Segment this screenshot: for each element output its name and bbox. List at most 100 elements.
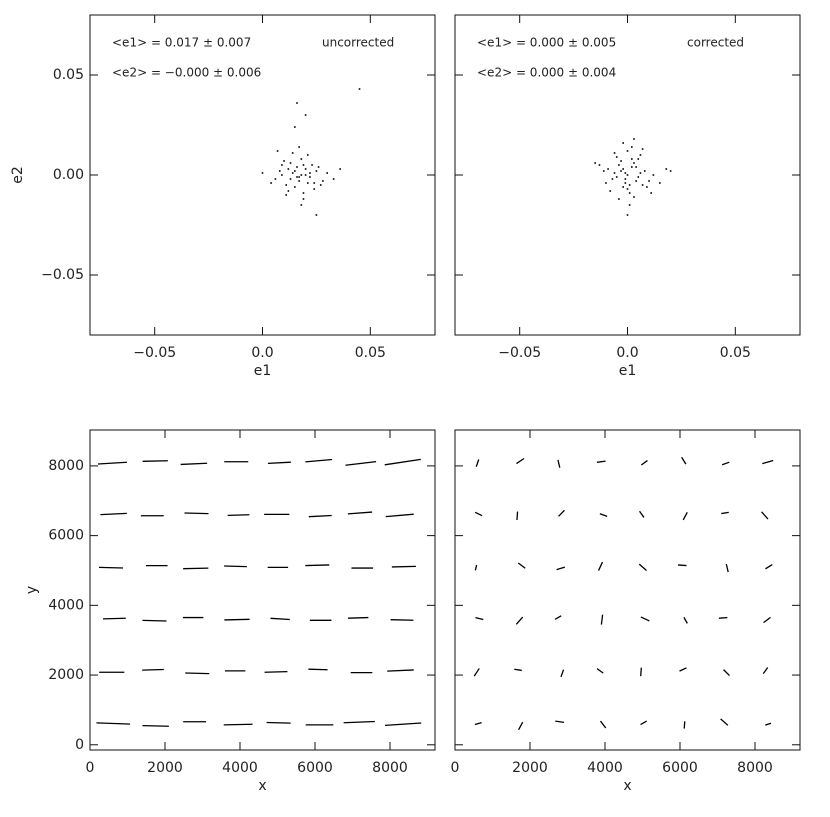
point	[633, 138, 635, 140]
whisker	[677, 564, 687, 567]
whisker	[518, 721, 524, 731]
point	[626, 150, 629, 152]
point	[326, 172, 328, 174]
point	[285, 194, 288, 196]
whisker	[640, 720, 647, 726]
point	[635, 166, 637, 168]
point	[300, 158, 303, 160]
whisker	[720, 718, 729, 726]
whisker	[475, 459, 480, 467]
x-tick-label: 6000	[297, 760, 333, 776]
whisker	[723, 669, 730, 677]
whisker	[270, 617, 290, 621]
x-axis-label: e1	[619, 363, 637, 379]
whisker	[765, 563, 773, 570]
whisker	[385, 513, 414, 518]
point	[283, 160, 285, 162]
whisker	[184, 512, 209, 515]
whisker	[682, 511, 688, 521]
whisker	[515, 616, 524, 625]
plot-frame	[89, 429, 436, 751]
point	[624, 178, 627, 180]
point	[646, 186, 648, 188]
whisker	[558, 509, 565, 517]
x-tick-label: 2000	[147, 760, 183, 776]
point	[637, 176, 640, 178]
whisker	[180, 462, 208, 466]
point	[313, 188, 316, 190]
y-tick-label: −0.05	[41, 267, 84, 283]
point	[306, 154, 309, 156]
point	[306, 182, 309, 184]
whisker	[264, 670, 288, 673]
whisker	[640, 667, 642, 677]
point	[319, 184, 322, 186]
whisker	[718, 616, 728, 619]
y-tick-label: 6000	[48, 528, 84, 544]
point	[622, 142, 624, 144]
whisker	[227, 514, 250, 517]
point	[602, 170, 605, 172]
whisker	[474, 564, 478, 571]
point	[315, 214, 318, 216]
annotation: <e2> = −0.000 ± 0.006	[112, 66, 261, 80]
whisker	[185, 672, 210, 675]
x-tick-label: −0.05	[133, 345, 176, 361]
point	[650, 192, 653, 194]
x-tick-label: 8000	[737, 760, 773, 776]
point	[607, 168, 609, 170]
whisker	[599, 513, 608, 517]
point	[615, 176, 618, 178]
point	[309, 176, 311, 178]
whisker	[96, 722, 131, 725]
point	[620, 170, 622, 172]
point	[628, 204, 631, 206]
point	[276, 150, 279, 152]
whisker	[517, 562, 526, 569]
whisker	[639, 510, 645, 518]
annotation: corrected	[687, 36, 744, 50]
point	[289, 162, 292, 164]
whisker	[683, 721, 686, 729]
whisker	[761, 511, 769, 520]
whisker	[142, 668, 164, 671]
point	[270, 182, 272, 184]
point	[332, 178, 335, 180]
point	[622, 168, 624, 170]
y-tick-label: 2000	[48, 667, 84, 683]
whisker	[308, 668, 328, 671]
whisker	[762, 459, 774, 465]
plot-frame	[89, 14, 436, 336]
y-tick-label: 0	[75, 737, 84, 753]
whisker	[98, 566, 124, 569]
point	[641, 184, 644, 186]
point	[300, 204, 303, 206]
point	[626, 174, 629, 176]
point	[626, 214, 629, 216]
whisker	[721, 461, 730, 466]
point	[302, 198, 305, 200]
x-axis-label: x	[258, 778, 266, 794]
whisker	[596, 460, 606, 463]
whisker	[556, 566, 566, 571]
whisker	[102, 617, 126, 620]
point	[631, 158, 633, 160]
whisker	[600, 614, 604, 625]
whisker	[475, 617, 484, 621]
point	[659, 182, 661, 184]
whisker	[347, 511, 373, 515]
whisker	[100, 512, 127, 516]
point	[665, 168, 668, 170]
whisker	[516, 511, 519, 521]
point	[302, 164, 305, 166]
whisker	[223, 723, 253, 726]
x-tick-label: 4000	[222, 760, 258, 776]
point	[281, 164, 283, 166]
point	[358, 88, 361, 90]
point	[624, 182, 627, 184]
point	[298, 180, 300, 182]
plot-frame	[454, 429, 801, 751]
whisker	[183, 567, 209, 570]
point	[287, 168, 290, 170]
